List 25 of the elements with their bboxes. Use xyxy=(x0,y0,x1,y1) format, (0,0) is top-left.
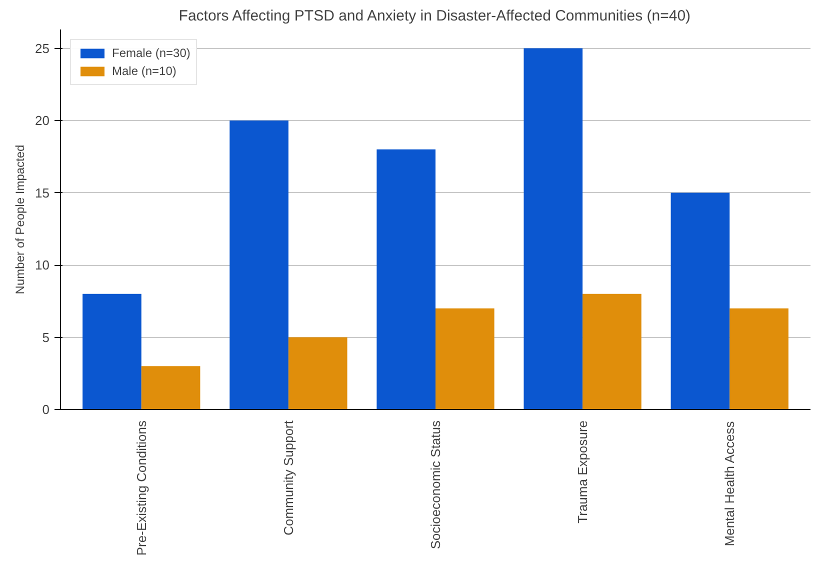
bar xyxy=(230,120,288,410)
x-tick-label: Mental Health Access xyxy=(722,420,738,546)
bar xyxy=(141,366,200,410)
bar xyxy=(730,308,788,410)
bar xyxy=(670,192,730,410)
legend-label: Male (n=10) xyxy=(112,64,176,78)
x-tick-label: Socioeconomic Status xyxy=(428,420,443,550)
bar xyxy=(582,294,642,410)
legend-label: Female (n=30) xyxy=(112,46,190,60)
bar xyxy=(82,294,142,410)
y-tick-label: 10 xyxy=(35,258,50,273)
chart-title: Factors Affecting PTSD and Anxiety in Disaster-Affected Communities (n=40) xyxy=(178,8,691,24)
y-tick-label: 25 xyxy=(35,40,50,56)
bar xyxy=(288,337,348,410)
x-tick-label: Trauma Exposure xyxy=(575,420,590,524)
bar xyxy=(524,48,583,410)
x-tick-label: Pre-Existing Conditions xyxy=(134,420,149,556)
bar xyxy=(436,308,494,410)
y-tick-label: 0 xyxy=(42,402,50,417)
bar xyxy=(376,149,436,410)
x-tick-label: Community Support xyxy=(280,420,296,536)
y-tick-label: 5 xyxy=(42,330,50,345)
y-tick-label: 15 xyxy=(35,185,50,200)
y-axis-title: Number of People Impacted xyxy=(13,144,28,294)
y-tick-label: 20 xyxy=(35,113,50,128)
